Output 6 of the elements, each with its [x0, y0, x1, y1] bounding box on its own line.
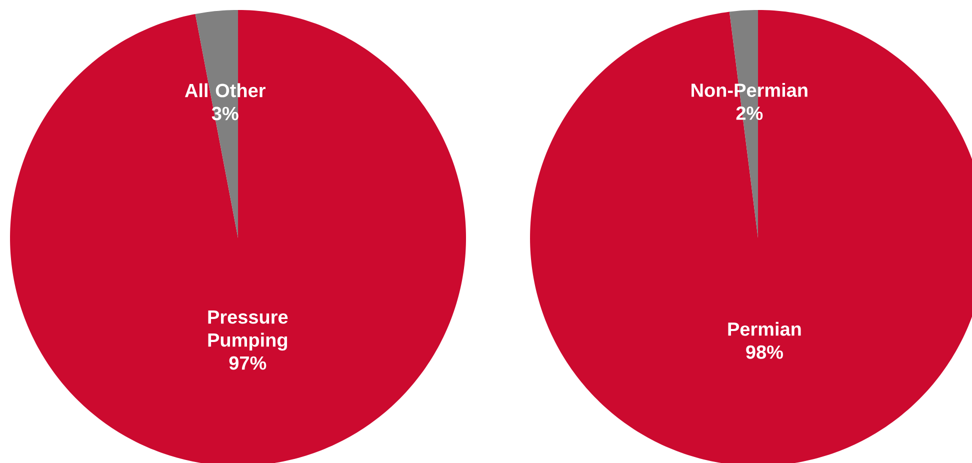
data-label: 97% [229, 356, 266, 370]
data-label: 98% [746, 345, 783, 359]
slice-label: Permian [728, 322, 801, 336]
slice-label: All Other [184, 83, 266, 98]
slice-label: Pressure Pumping [208, 310, 288, 351]
slice-label: Non-Permian [692, 83, 808, 97]
